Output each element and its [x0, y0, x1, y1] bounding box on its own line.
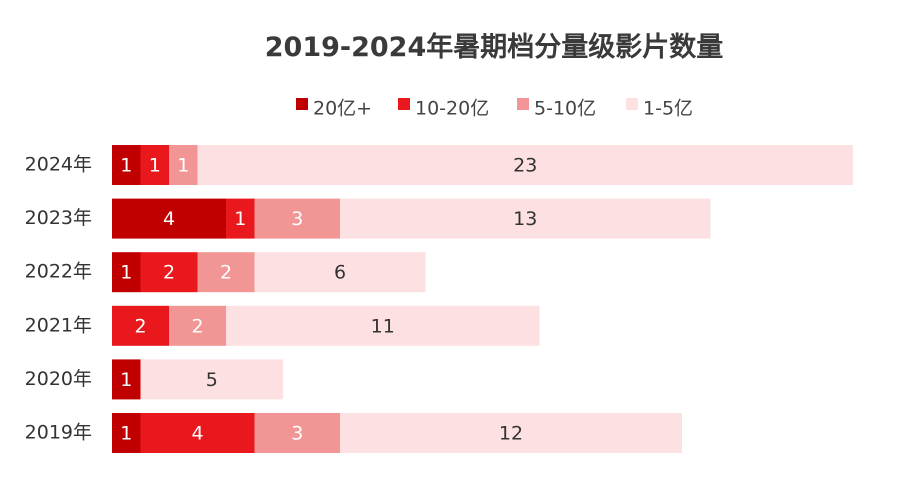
bar-value-label-0-0: 1 [120, 155, 132, 177]
bar-2-0 [112, 252, 141, 293]
bar-0-1 [140, 145, 169, 185]
bar-0-2 [169, 145, 198, 185]
bar-2-2 [197, 252, 255, 293]
bar-value-label-3-2: 2 [191, 315, 203, 337]
bar-3-1 [112, 305, 169, 346]
bar-value-label-1-0: 4 [163, 208, 175, 230]
bar-3-2 [169, 305, 226, 346]
bar-value-label-1-1: 1 [234, 208, 246, 230]
bars-group: 1 1 1 234 1 3 131 2 2 62 2 111 51 4 3 12 [112, 145, 853, 453]
bar-value-label-0-1: 1 [149, 155, 161, 177]
category-label-4: 2020年 [25, 368, 92, 390]
bar-value-label-4-3: 5 [206, 369, 218, 391]
bar-value-label-0-2: 1 [177, 155, 189, 177]
bar-4-3 [140, 359, 283, 400]
chart-title: 2019-2024年暑期档分量级影片数量 [265, 31, 724, 63]
bar-1-3 [340, 198, 711, 239]
legend-swatch-0 [296, 98, 308, 110]
legend-swatch-2 [517, 98, 529, 110]
bar-value-label-5-0: 1 [120, 423, 132, 445]
bar-value-label-4-0: 1 [120, 369, 132, 391]
bar-0-3 [197, 145, 853, 185]
legend-label-1: 10-20亿 [415, 98, 489, 120]
bar-value-label-2-2: 2 [220, 262, 232, 284]
bar-value-label-2-0: 1 [120, 262, 132, 284]
category-label-0: 2024年 [25, 154, 92, 176]
legend: 20亿+ 10-20亿 5-10亿 1-5亿 [296, 98, 693, 120]
category-label-2: 2022年 [25, 261, 92, 283]
category-label-3: 2021年 [25, 314, 92, 336]
bar-5-2 [254, 413, 340, 453]
bar-0-0 [112, 145, 141, 185]
bar-5-0 [112, 413, 141, 453]
legend-label-0: 20亿+ [313, 98, 372, 120]
legend-label-3: 1-5亿 [643, 98, 693, 120]
bar-1-1 [226, 198, 255, 239]
bar-3-3 [226, 305, 540, 346]
bar-value-label-5-3: 12 [499, 423, 523, 445]
bar-1-2 [254, 198, 340, 239]
bar-2-3 [254, 252, 426, 293]
bar-value-label-3-3: 11 [371, 315, 395, 337]
bar-5-3 [340, 413, 682, 453]
bar-1-0 [112, 198, 226, 239]
bar-value-label-0-3: 23 [513, 155, 537, 177]
bar-value-label-2-3: 6 [334, 262, 346, 284]
bar-value-label-1-3: 13 [513, 208, 537, 230]
category-label-5: 2019年 [25, 422, 92, 444]
legend-swatch-3 [626, 98, 638, 110]
legend-swatch-1 [398, 98, 410, 110]
category-label-1: 2023年 [25, 207, 92, 229]
bar-value-label-3-1: 2 [134, 315, 146, 337]
bar-value-label-2-1: 2 [163, 262, 175, 284]
bar-2-1 [140, 252, 198, 293]
bar-4-0 [112, 359, 141, 400]
bar-value-label-5-1: 4 [191, 423, 203, 445]
bar-value-label-1-2: 3 [291, 208, 303, 230]
bar-5-1 [140, 413, 255, 453]
category-labels: 2024年 2023年 2022年 2021年 2020年 2019年 [25, 154, 92, 444]
legend-label-2: 5-10亿 [534, 98, 596, 120]
bar-value-label-5-2: 3 [291, 423, 303, 445]
